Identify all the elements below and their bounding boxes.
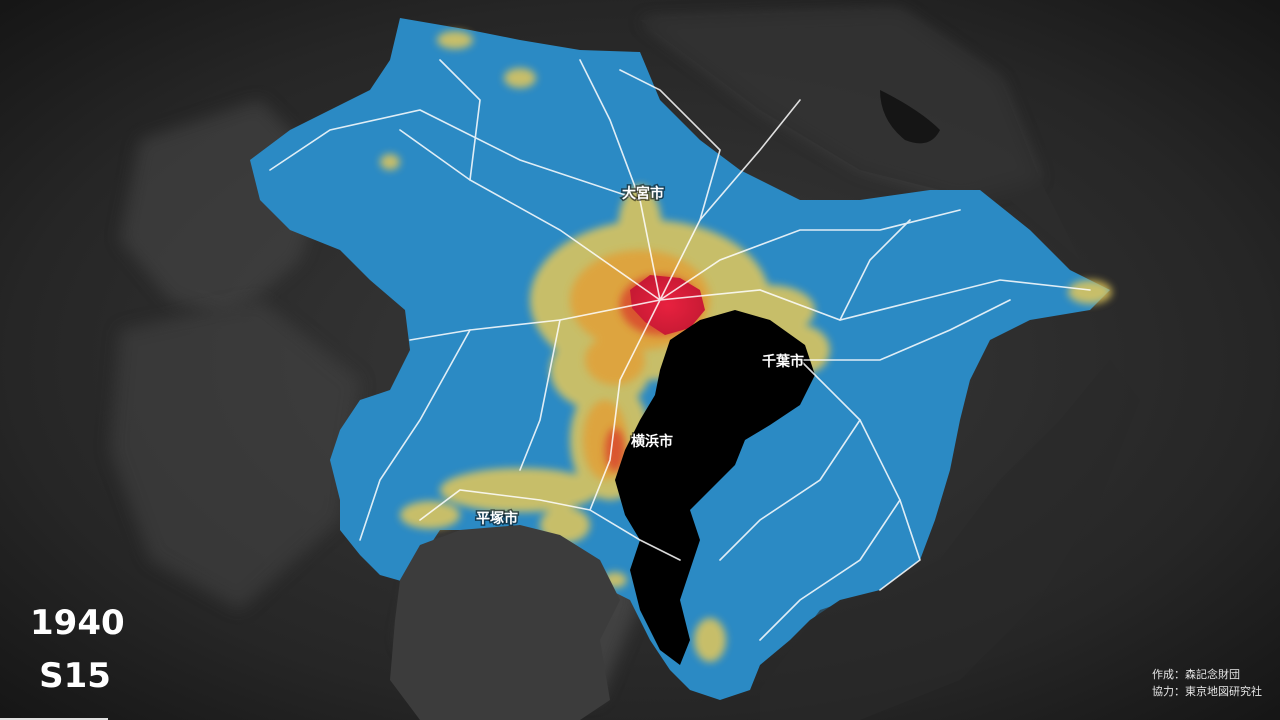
city-label-omiya: 大宮市	[622, 185, 664, 202]
lake-kasumigaura	[880, 90, 940, 144]
road-network	[269, 59, 1091, 641]
city-label-hiratsuka: 平塚市	[476, 510, 518, 527]
city-label-chiba: 千葉市	[762, 353, 804, 370]
tokyo-bay	[615, 310, 815, 665]
ibaraki-area	[640, 10, 1080, 260]
credit-author: 作成：森記念財団	[1152, 668, 1240, 681]
progress-line	[0, 718, 108, 720]
density-core	[630, 275, 705, 335]
miura-boso-south	[760, 360, 1140, 720]
era-label: S15	[39, 656, 111, 696]
credit-cooperation: 協力：東京地図研究社	[1152, 685, 1262, 698]
city-label-yokohama: 横浜市	[631, 433, 673, 450]
year-label: 1940	[30, 603, 125, 643]
izu-hakone-hills	[390, 525, 620, 720]
